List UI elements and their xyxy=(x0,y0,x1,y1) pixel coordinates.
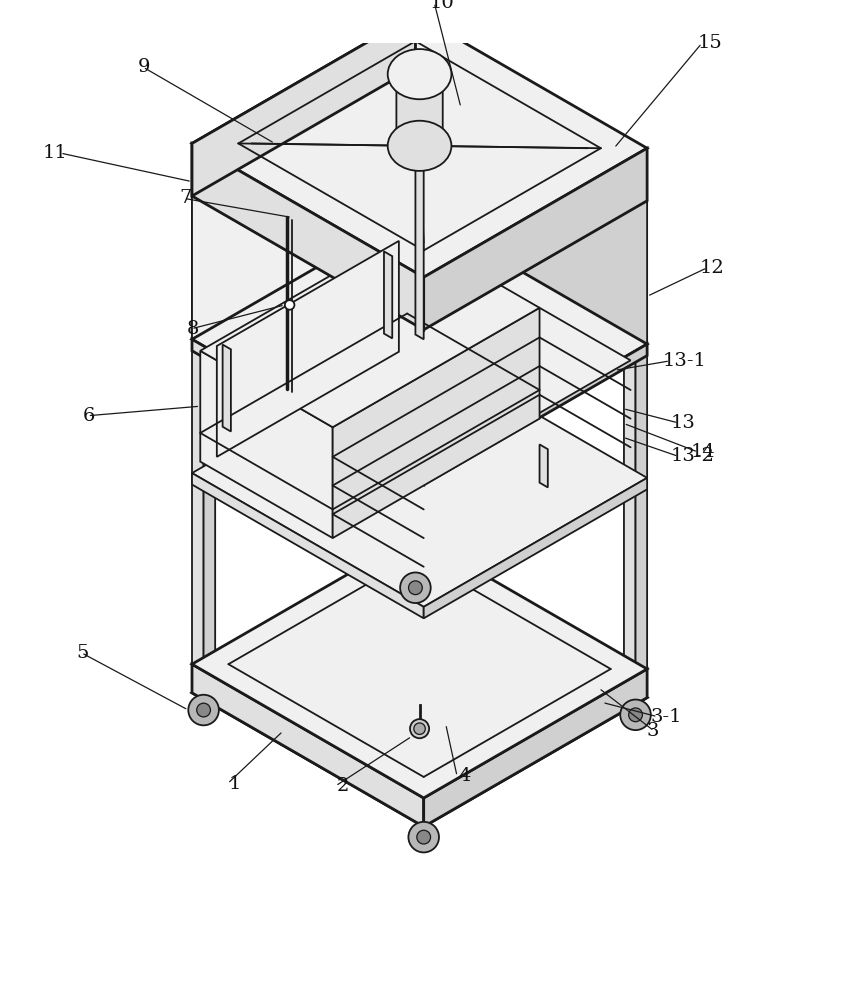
Text: 13-2: 13-2 xyxy=(671,447,715,465)
Text: 14: 14 xyxy=(690,443,715,461)
Circle shape xyxy=(197,703,211,717)
Polygon shape xyxy=(216,241,399,457)
Polygon shape xyxy=(624,201,636,676)
Polygon shape xyxy=(424,323,436,798)
Text: 5: 5 xyxy=(76,644,89,662)
Polygon shape xyxy=(192,67,415,339)
Ellipse shape xyxy=(388,49,452,99)
Text: 13-1: 13-1 xyxy=(662,352,706,370)
Polygon shape xyxy=(404,74,415,549)
Text: 4: 4 xyxy=(458,767,471,785)
Text: 3: 3 xyxy=(647,722,659,740)
Ellipse shape xyxy=(388,121,452,171)
Polygon shape xyxy=(192,196,424,473)
Text: 6: 6 xyxy=(83,407,95,425)
Polygon shape xyxy=(204,196,215,671)
Polygon shape xyxy=(192,564,647,827)
Polygon shape xyxy=(192,14,415,196)
Polygon shape xyxy=(192,143,424,330)
Circle shape xyxy=(417,830,430,844)
Polygon shape xyxy=(404,67,427,80)
Text: 10: 10 xyxy=(430,0,454,12)
Polygon shape xyxy=(200,351,333,538)
Polygon shape xyxy=(412,323,424,798)
Polygon shape xyxy=(412,316,436,330)
Text: 2: 2 xyxy=(337,777,349,795)
Circle shape xyxy=(628,708,643,722)
Text: 8: 8 xyxy=(187,320,199,338)
Circle shape xyxy=(285,300,295,310)
Polygon shape xyxy=(192,664,424,827)
Polygon shape xyxy=(192,210,647,473)
Circle shape xyxy=(188,695,219,725)
Polygon shape xyxy=(424,669,647,827)
Polygon shape xyxy=(192,473,424,618)
Circle shape xyxy=(410,719,429,738)
Polygon shape xyxy=(424,478,647,618)
Polygon shape xyxy=(222,345,231,432)
Polygon shape xyxy=(333,308,540,538)
Polygon shape xyxy=(415,74,427,549)
Circle shape xyxy=(621,700,651,730)
Circle shape xyxy=(408,581,422,595)
Polygon shape xyxy=(424,148,647,330)
Polygon shape xyxy=(333,308,631,480)
Text: 12: 12 xyxy=(700,259,724,277)
Circle shape xyxy=(408,822,439,852)
Text: 7: 7 xyxy=(179,189,192,207)
Polygon shape xyxy=(624,194,647,207)
Text: 3-1: 3-1 xyxy=(650,708,682,726)
Text: 11: 11 xyxy=(43,144,68,162)
Text: 9: 9 xyxy=(138,58,150,76)
Polygon shape xyxy=(192,535,647,798)
Polygon shape xyxy=(200,231,540,427)
Polygon shape xyxy=(192,344,647,607)
Polygon shape xyxy=(415,143,424,339)
Text: 1: 1 xyxy=(229,775,241,793)
Text: 13: 13 xyxy=(671,414,695,432)
Polygon shape xyxy=(636,201,647,676)
Circle shape xyxy=(400,572,430,603)
Polygon shape xyxy=(396,61,442,159)
Polygon shape xyxy=(384,251,392,338)
Polygon shape xyxy=(424,344,647,485)
Polygon shape xyxy=(192,189,215,203)
Polygon shape xyxy=(424,201,647,473)
Polygon shape xyxy=(192,196,204,671)
Circle shape xyxy=(413,723,425,734)
Polygon shape xyxy=(192,14,647,277)
Text: 15: 15 xyxy=(697,34,722,52)
Polygon shape xyxy=(192,339,424,485)
Polygon shape xyxy=(540,444,548,487)
